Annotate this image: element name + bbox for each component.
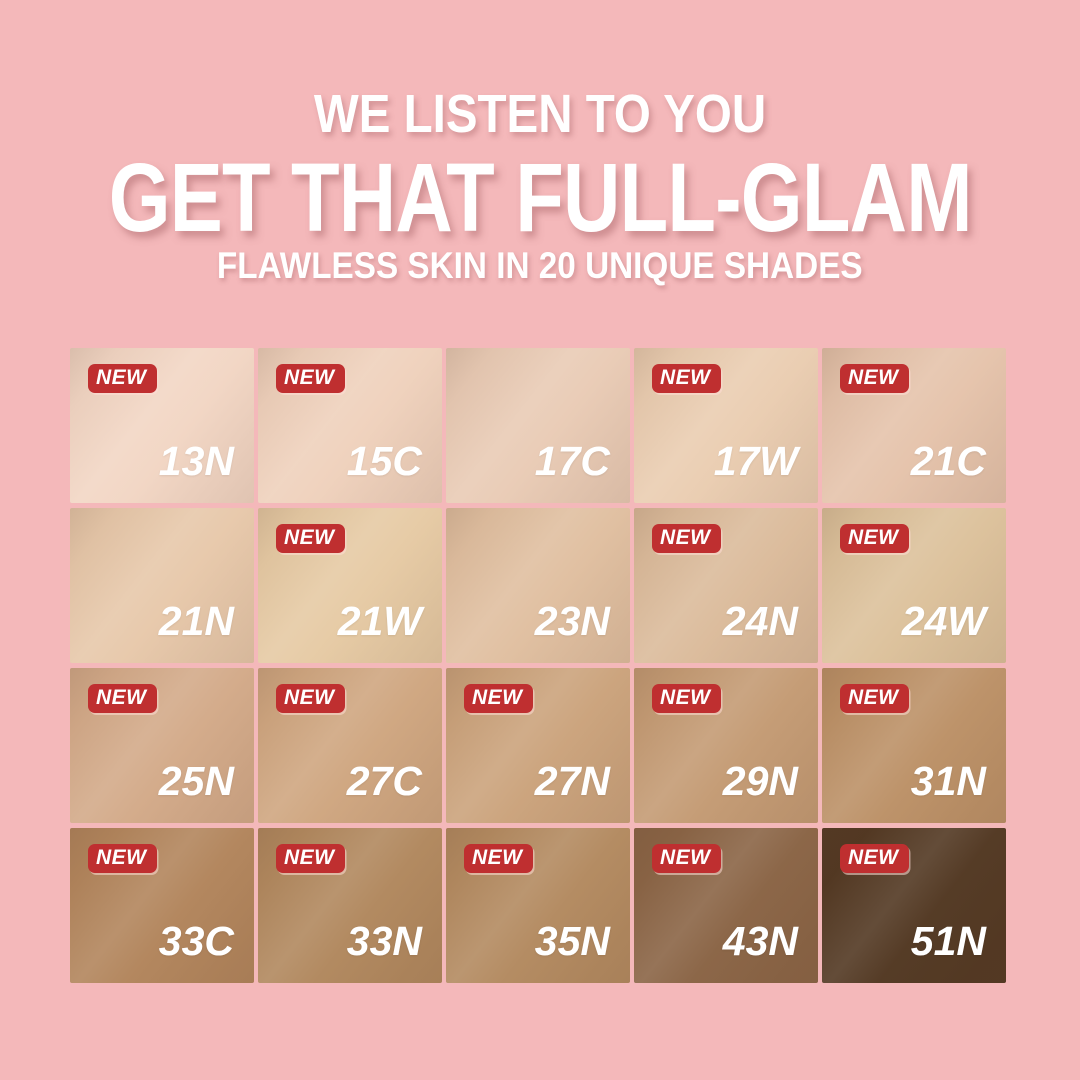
new-badge: NEW [464, 844, 533, 873]
shade-swatch-25N: NEW 25N [70, 668, 254, 823]
new-badge: NEW [840, 684, 909, 713]
shade-code: 51N [910, 918, 986, 964]
shade-swatch-35N: NEW 35N [446, 828, 630, 983]
shade-code: 24W [901, 598, 986, 644]
shade-code: 24N [722, 598, 798, 644]
new-badge: NEW [88, 684, 157, 713]
shade-swatch-24N: NEW 24N [634, 508, 818, 663]
shade-code: 17W [713, 438, 798, 484]
new-badge: NEW [276, 364, 345, 393]
shade-code: 21W [337, 598, 422, 644]
new-badge: NEW [652, 844, 721, 873]
subheadline: FLAWLESS SKIN IN 20 UNIQUE SHADES [0, 245, 1080, 286]
subheadline-text: FLAWLESS SKIN IN 20 UNIQUE SHADES [217, 245, 863, 286]
headline: GET THAT FULL-GLAM [0, 147, 1080, 249]
shade-swatch-27N: NEW 27N [446, 668, 630, 823]
shade-code: 35N [534, 918, 610, 964]
shade-swatch-23N: NEW 23N [446, 508, 630, 663]
shade-code: 17C [534, 438, 610, 484]
shade-swatch-15C: NEW 15C [258, 348, 442, 503]
shade-swatch-51N: NEW 51N [822, 828, 1006, 983]
shade-code: 31N [910, 758, 986, 804]
shade-code: 33N [346, 918, 422, 964]
new-badge: NEW [276, 684, 345, 713]
shade-code: 21C [910, 438, 986, 484]
headline-text: GET THAT FULL-GLAM [108, 143, 973, 252]
shade-code: 27C [346, 758, 422, 804]
shade-swatch-31N: NEW 31N [822, 668, 1006, 823]
shade-swatch-29N: NEW 29N [634, 668, 818, 823]
shade-swatch-33N: NEW 33N [258, 828, 442, 983]
shade-code: 43N [722, 918, 798, 964]
shade-swatch-24W: NEW 24W [822, 508, 1006, 663]
new-badge: NEW [840, 844, 909, 873]
shade-swatch-33C: NEW 33C [70, 828, 254, 983]
new-badge: NEW [464, 684, 533, 713]
shade-code: 29N [722, 758, 798, 804]
new-badge: NEW [652, 524, 721, 553]
shade-code: 33C [158, 918, 234, 964]
new-badge: NEW [88, 844, 157, 873]
shade-swatch-21W: NEW 21W [258, 508, 442, 663]
header-kicker-text: WE LISTEN TO YOU [313, 84, 767, 144]
shade-swatch-17C: NEW 17C [446, 348, 630, 503]
shade-code: 21N [158, 598, 234, 644]
shade-swatch-13N: NEW 13N [70, 348, 254, 503]
new-badge: NEW [88, 364, 157, 393]
new-badge: NEW [276, 844, 345, 873]
shade-code: 25N [158, 758, 234, 804]
new-badge: NEW [652, 684, 721, 713]
shade-grid: NEW 13N NEW 15C NEW 17C NEW 17W NEW 21C … [70, 348, 1006, 983]
new-badge: NEW [840, 364, 909, 393]
shade-code: 13N [158, 438, 234, 484]
new-badge: NEW [652, 364, 721, 393]
shade-code: 15C [346, 438, 422, 484]
shade-swatch-27C: NEW 27C [258, 668, 442, 823]
shade-swatch-21N: NEW 21N [70, 508, 254, 663]
shade-code: 27N [534, 758, 610, 804]
shade-swatch-21C: NEW 21C [822, 348, 1006, 503]
shade-swatch-17W: NEW 17W [634, 348, 818, 503]
header-kicker: WE LISTEN TO YOU [0, 86, 1080, 143]
shade-code: 23N [534, 598, 610, 644]
shade-swatch-43N: NEW 43N [634, 828, 818, 983]
new-badge: NEW [276, 524, 345, 553]
new-badge: NEW [840, 524, 909, 553]
